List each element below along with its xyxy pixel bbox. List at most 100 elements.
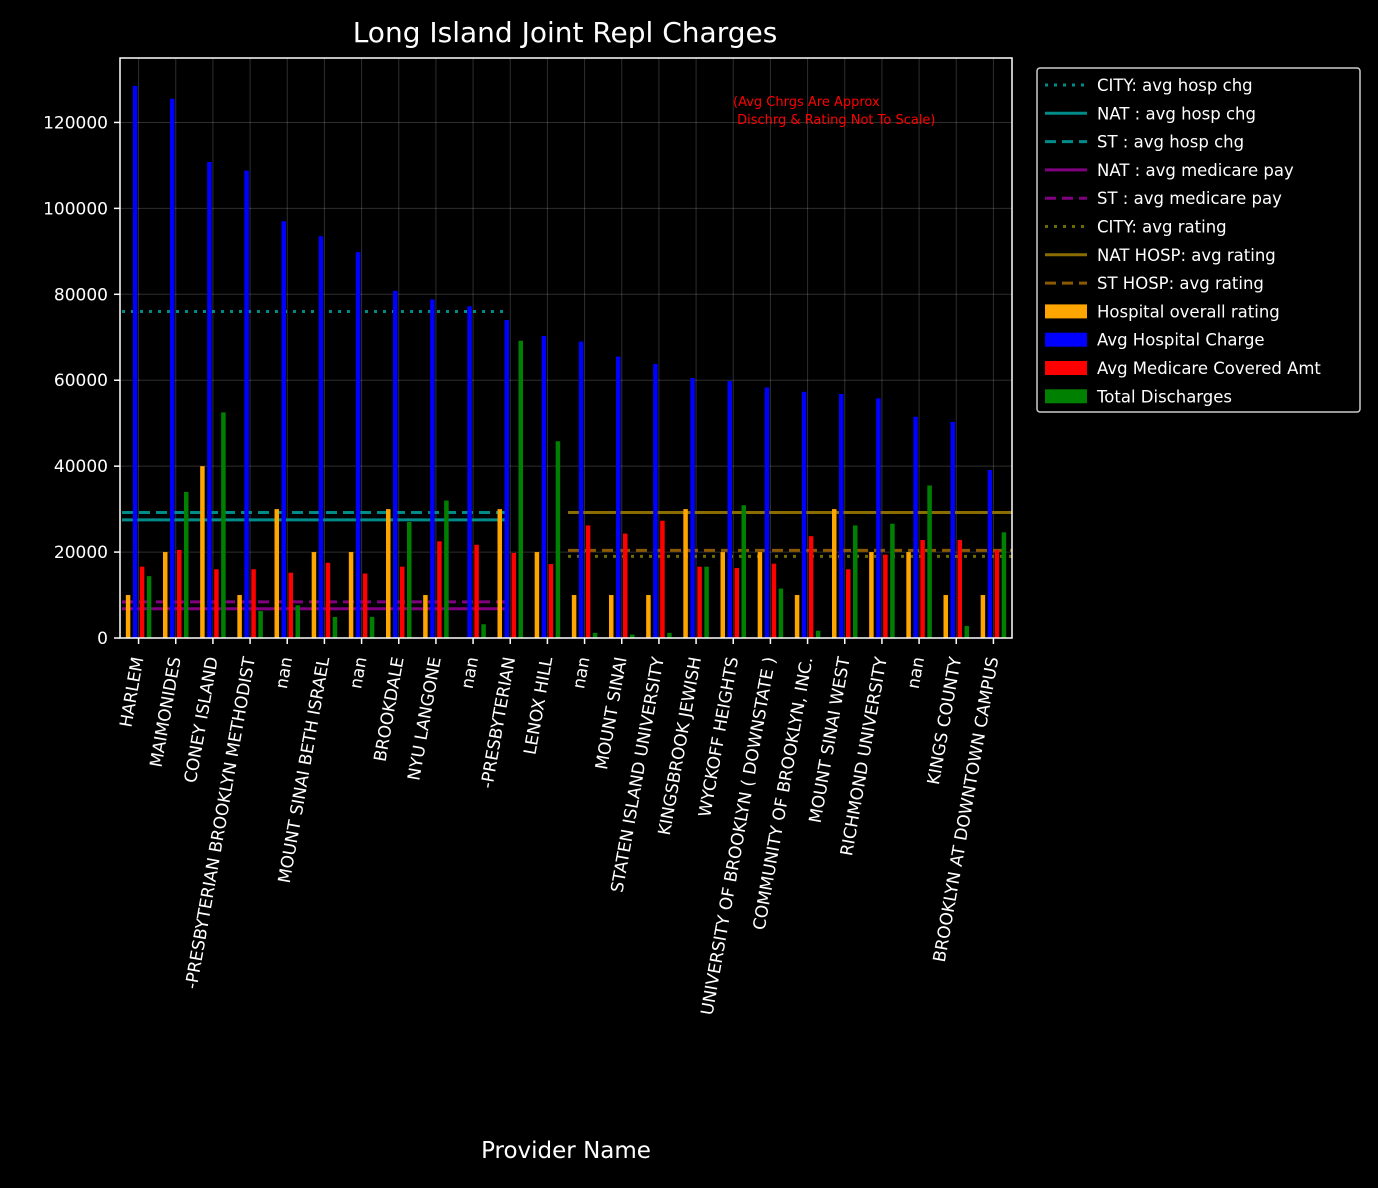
y-axis: 0 20000 40000 60000 80000 100000 120000 [43,113,120,649]
bar-avg-hospital-charge [170,98,175,638]
bar-avg-medicare-covered-amt [957,540,962,638]
bar-hospital-overall-rating [571,595,577,638]
bar-total-discharges [815,630,821,638]
x-tick-label: nan [569,655,594,690]
x-tick-label: BROOKDALE [371,655,409,763]
bar-avg-medicare-covered-amt [623,533,628,638]
bar-avg-medicare-covered-amt [251,569,256,638]
bar-avg-hospital-charge [318,236,324,638]
bar-total-discharges [1001,532,1007,638]
bar-hospital-overall-rating [869,552,874,638]
bar-avg-medicare-covered-amt [548,564,554,638]
legend-box [1036,67,1361,413]
legend-bar-swatch [1045,361,1087,375]
bar-total-discharges [964,625,969,638]
bar-avg-medicare-covered-amt [139,566,145,638]
x-tick-label: MOUNT SINAI [592,655,632,771]
bar-avg-medicare-covered-amt [883,554,888,638]
bar-total-discharges [518,340,523,638]
legend-label: ST : avg medicare pay [1097,189,1282,208]
bar-avg-medicare-covered-amt [474,544,479,638]
legend-label: NAT : avg medicare pay [1097,161,1294,180]
bar-hospital-overall-rating [720,552,725,638]
bar-total-discharges [184,491,189,638]
legend-bar-swatch [1045,389,1087,404]
legend-label: CITY: avg rating [1097,218,1227,237]
bar-total-discharges [295,605,300,638]
bar-avg-hospital-charge [355,252,361,638]
x-tick-label: LENOX HILL [520,655,557,757]
bar-hospital-overall-rating [274,509,279,638]
legend-label: Hospital overall rating [1097,302,1280,321]
bar-avg-hospital-charge [801,391,807,638]
bar-hospital-overall-rating [906,552,911,638]
bar-avg-hospital-charge [541,335,547,638]
bar-avg-medicare-covered-amt [697,566,702,638]
bar-total-discharges [407,522,412,638]
bar-avg-hospital-charge [839,393,844,638]
legend-label: Avg Hospital Charge [1097,331,1265,350]
bar-total-discharges [444,500,449,638]
bar-avg-medicare-covered-amt [214,569,219,638]
bar-avg-hospital-charge [281,221,286,638]
bar-avg-medicare-covered-amt [771,563,777,638]
y-tick-label: 40000 [54,457,108,477]
bar-avg-medicare-covered-amt [734,567,739,638]
x-tick-label: CONEY ISLAND [181,655,223,784]
bar-avg-medicare-covered-amt [400,566,405,638]
bar-total-discharges [332,616,338,638]
bar-avg-medicare-covered-amt [177,549,182,638]
bar-total-discharges [221,412,226,638]
legend-label: CITY: avg hosp chg [1097,76,1253,95]
bar-avg-hospital-charge [913,416,918,638]
legend-label: ST : avg hosp chg [1097,133,1244,152]
bar-total-discharges [704,566,709,638]
bar-total-discharges [592,632,598,638]
bar-total-discharges [927,485,932,638]
bar-avg-medicare-covered-amt [808,536,814,638]
bar-hospital-overall-rating [386,509,391,638]
bar-hospital-overall-rating [646,595,651,638]
legend: CITY: avg hosp chg NAT : avg hosp chg ST :… [1036,67,1361,413]
bar-total-discharges [146,576,152,638]
bar-total-discharges [555,441,561,638]
grid-lines [120,58,1012,639]
bars [125,85,1007,639]
chart-title: Long Island Joint Repl Charges [353,16,778,49]
bar-hospital-overall-rating [125,595,131,638]
bar-avg-hospital-charge [690,378,695,638]
x-tick-label: HARLEM [116,655,148,729]
bar-avg-hospital-charge [244,170,249,638]
bar-avg-hospital-charge [616,356,621,638]
bar-hospital-overall-rating [757,552,763,638]
y-tick-label: 80000 [54,285,108,305]
legend-label: NAT HOSP: avg rating [1097,246,1276,265]
x-tick-label: nan [458,655,483,690]
bar-hospital-overall-rating [200,466,205,638]
bar-total-discharges [369,616,375,638]
legend-bar-swatch [1045,332,1087,347]
bar-hospital-overall-rating [163,552,168,638]
bar-avg-hospital-charge [653,363,658,638]
y-tick-label: 100000 [43,199,108,219]
x-tick-label: KINGS COUNTY [924,655,966,787]
bar-total-discharges [258,610,263,638]
bar-avg-medicare-covered-amt [585,525,591,638]
bar-hospital-overall-rating [237,595,242,638]
bar-avg-hospital-charge [430,299,435,638]
legend-label: Total Discharges [1096,387,1232,406]
bar-avg-medicare-covered-amt [362,573,368,638]
bar-total-discharges [741,505,746,638]
bar-avg-hospital-charge [876,398,881,638]
x-tick-label: -PRESBYTERIAN [477,655,520,790]
bar-avg-hospital-charge [727,381,732,638]
x-tick-label: MAIMONIDES [147,655,186,768]
annotation-line: (Avg Chrgs Are Approx [733,95,880,110]
bar-hospital-overall-rating [609,595,614,638]
legend-label: NAT : avg hosp chg [1097,104,1256,123]
y-tick-label: 60000 [54,371,108,391]
bar-hospital-overall-rating [943,595,948,638]
